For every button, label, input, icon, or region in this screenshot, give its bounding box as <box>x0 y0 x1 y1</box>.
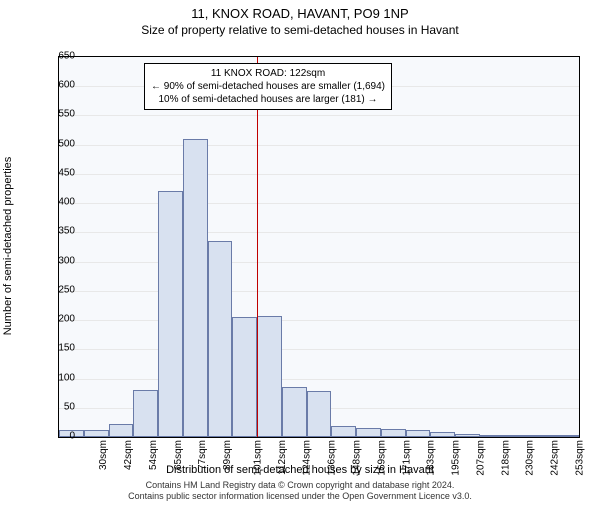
x-tick-label: 54sqm <box>148 440 159 470</box>
x-tick-label: 218sqm <box>500 440 511 476</box>
histogram-bar <box>109 424 134 437</box>
histogram-bar <box>232 317 257 437</box>
x-tick-label: 148sqm <box>352 440 363 476</box>
grid-line <box>59 349 579 350</box>
x-tick-label: 42sqm <box>123 440 134 470</box>
histogram-bar <box>282 387 307 437</box>
histogram-bar <box>307 391 332 437</box>
x-tick-label: 159sqm <box>376 440 387 476</box>
y-axis-label: Number of semi-detached properties <box>2 157 14 336</box>
y-tick-label: 600 <box>35 80 75 91</box>
histogram-bar <box>381 429 406 437</box>
histogram-bar <box>331 426 356 437</box>
x-tick-label: 171sqm <box>401 440 412 476</box>
grid-line <box>59 291 579 292</box>
y-tick-label: 500 <box>35 138 75 149</box>
y-tick-label: 0 <box>35 431 75 442</box>
histogram-bar <box>480 435 505 437</box>
grid-line <box>59 320 579 321</box>
grid-line <box>59 174 579 175</box>
x-tick-label: 77sqm <box>197 440 208 470</box>
y-tick-label: 50 <box>35 401 75 412</box>
x-tick-label: 253sqm <box>574 440 585 476</box>
x-tick-label: 207sqm <box>475 440 486 476</box>
x-tick-label: 101sqm <box>253 440 264 476</box>
y-tick-label: 400 <box>35 197 75 208</box>
grid-line <box>59 262 579 263</box>
histogram-bar <box>406 430 431 437</box>
histogram-bar <box>257 316 282 437</box>
y-tick-label: 350 <box>35 226 75 237</box>
histogram-bar <box>158 191 183 437</box>
histogram-bar <box>356 428 381 437</box>
x-tick-label: 183sqm <box>426 440 437 476</box>
y-tick-label: 450 <box>35 167 75 178</box>
x-tick-label: 195sqm <box>451 440 462 476</box>
x-tick-label: 242sqm <box>550 440 561 476</box>
histogram-bar <box>183 139 208 437</box>
grid-line <box>59 115 579 116</box>
grid-line <box>59 232 579 233</box>
footer-line-2: Contains public sector information licen… <box>0 491 600 502</box>
annotation-box: 11 KNOX ROAD: 122sqm← 90% of semi-detach… <box>144 63 392 110</box>
histogram-bar <box>455 434 480 437</box>
grid-line <box>59 145 579 146</box>
page-title: 11, KNOX ROAD, HAVANT, PO9 1NP <box>0 6 600 21</box>
histogram-bar <box>84 430 109 437</box>
reference-line <box>257 57 258 437</box>
histogram-bar <box>133 390 158 437</box>
annotation-line: ← 90% of semi-detached houses are smalle… <box>151 80 385 93</box>
grid-line <box>59 203 579 204</box>
x-tick-label: 230sqm <box>525 440 536 476</box>
y-tick-label: 250 <box>35 284 75 295</box>
x-tick-label: 65sqm <box>173 440 184 470</box>
x-tick-label: 89sqm <box>222 440 233 470</box>
footer-text: Contains HM Land Registry data © Crown c… <box>0 480 600 502</box>
page-subtitle: Size of property relative to semi-detach… <box>0 23 600 37</box>
chart-plot-area: 11 KNOX ROAD: 122sqm← 90% of semi-detach… <box>58 56 580 438</box>
y-tick-label: 650 <box>35 51 75 62</box>
annotation-line: 10% of semi-detached houses are larger (… <box>151 93 385 106</box>
footer-line-1: Contains HM Land Registry data © Crown c… <box>0 480 600 491</box>
histogram-bar <box>505 435 530 437</box>
y-tick-label: 200 <box>35 314 75 325</box>
x-tick-label: 124sqm <box>302 440 313 476</box>
y-tick-label: 550 <box>35 109 75 120</box>
histogram-bar <box>208 241 233 437</box>
histogram-bar <box>529 435 554 437</box>
x-tick-label: 30sqm <box>98 440 109 470</box>
y-tick-label: 300 <box>35 255 75 266</box>
histogram-bar <box>554 435 579 437</box>
annotation-line: 11 KNOX ROAD: 122sqm <box>151 67 385 80</box>
grid-line <box>59 379 579 380</box>
histogram-bar <box>430 432 455 437</box>
x-tick-label: 136sqm <box>327 440 338 476</box>
x-tick-label: 112sqm <box>277 440 288 475</box>
y-tick-label: 150 <box>35 343 75 354</box>
y-tick-label: 100 <box>35 372 75 383</box>
